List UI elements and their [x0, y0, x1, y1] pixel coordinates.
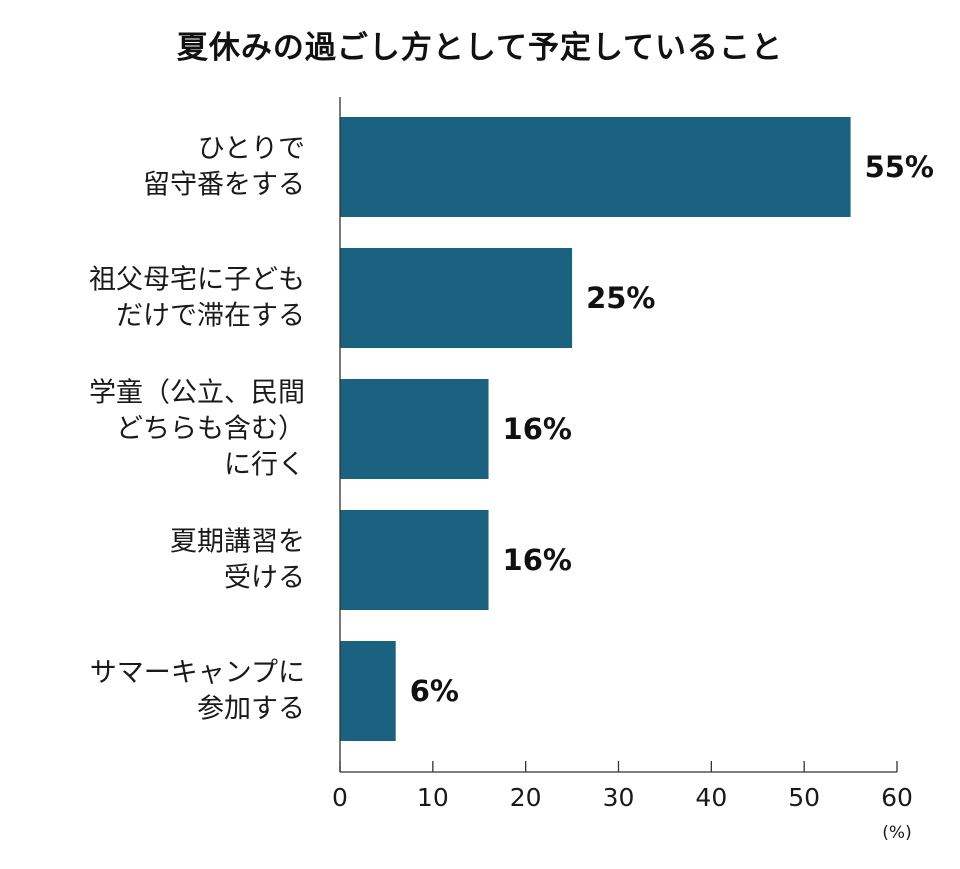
x-tick-label-2: 20 [510, 783, 542, 812]
x-tick-label-1: 10 [417, 783, 449, 812]
x-tick-label-0: 0 [332, 783, 348, 812]
category-label-1-0: 祖父母宅に子ども [89, 265, 305, 296]
category-label-3-1: 受ける [224, 563, 305, 594]
x-unit-label: (%) [882, 823, 911, 843]
x-tick-label-4: 40 [695, 783, 727, 812]
bar-0 [340, 117, 851, 217]
category-label-1-1: だけで滞在する [116, 301, 305, 332]
bar-4 [340, 641, 396, 741]
chart-title: 夏休みの過ごし方として予定していること [176, 30, 784, 66]
value-label-2: 16% [503, 412, 572, 446]
x-tick-label-5: 50 [788, 783, 820, 812]
value-label-4: 6% [410, 674, 459, 708]
category-label-3-0: 夏期講習を [170, 527, 305, 558]
category-label-4-0: サマーキャンプに [90, 658, 305, 689]
category-label-0-0: ひとりで [198, 134, 305, 165]
bar-1 [340, 248, 573, 348]
value-label-1: 25% [586, 281, 655, 315]
category-label-0-1: 留守番をする [143, 170, 305, 201]
category-label-2-0: 学童（公立、民間 [89, 378, 305, 409]
bar-2 [340, 379, 489, 479]
category-label-4-1: 参加する [197, 694, 305, 725]
value-label-0: 55% [865, 150, 934, 184]
x-tick-label-3: 30 [603, 783, 635, 812]
category-label-2-2: に行く [224, 450, 305, 481]
category-label-2-1: どちらも含む） [116, 414, 305, 445]
x-tick-label-6: 60 [881, 783, 913, 812]
value-label-3: 16% [503, 543, 572, 577]
bar-3 [340, 510, 489, 610]
